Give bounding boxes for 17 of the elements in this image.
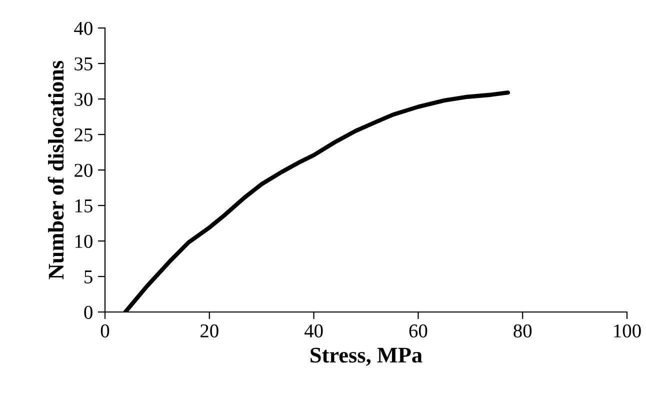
x-tick-label: 80 <box>514 324 532 338</box>
x-tick-label: 0 <box>100 324 110 338</box>
x-tick-label: 60 <box>409 324 428 338</box>
x-tick-label: 20 <box>200 324 218 338</box>
y-tick-label: 15 <box>75 199 92 212</box>
y-tick-label: 5 <box>84 270 92 284</box>
y-tick-label: 20 <box>74 164 92 177</box>
y-tick-label: 10 <box>75 234 92 248</box>
y-tick-label: 35 <box>74 57 92 70</box>
y-tick-label: 30 <box>74 92 92 106</box>
x-tick-label: 40 <box>304 324 323 338</box>
y-tick-label: 25 <box>74 128 92 142</box>
x-tick-label: 100 <box>614 324 641 338</box>
y-axis-title: Number of dislocations <box>48 60 64 280</box>
y-tick-label: 0 <box>84 306 92 319</box>
x-axis-title: Stress, MPa <box>310 348 422 366</box>
y-tick-label: 40 <box>74 22 92 35</box>
